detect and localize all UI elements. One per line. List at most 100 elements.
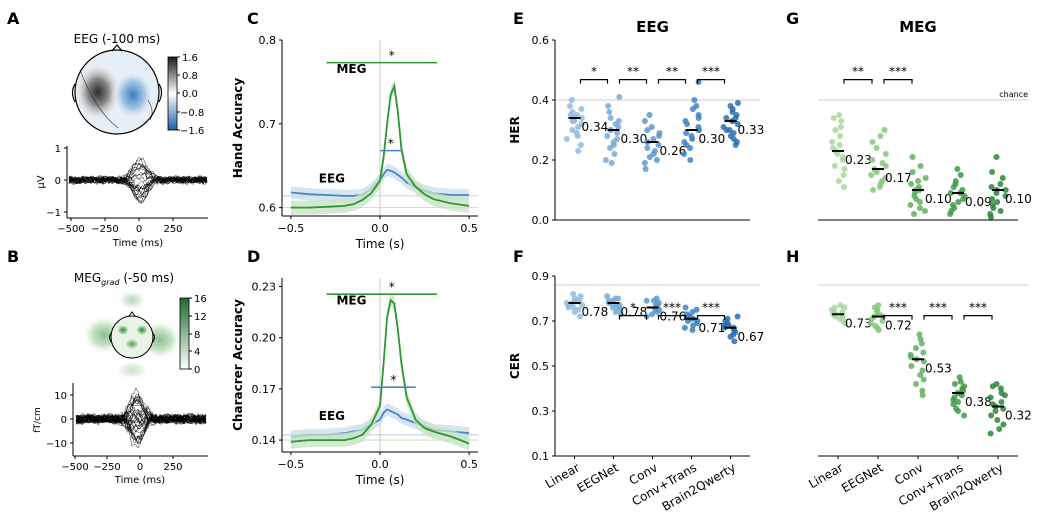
y-tick-label: 0.3 — [532, 405, 550, 418]
data-point — [615, 124, 622, 130]
data-point — [831, 163, 838, 169]
data-point — [877, 133, 884, 139]
y-tick-label: 0.1 — [532, 450, 550, 463]
data-point — [568, 97, 575, 103]
meg-trace-xtick: −500 — [61, 462, 88, 473]
data-point — [997, 181, 1004, 187]
data-point — [947, 190, 954, 196]
butterfly-trace — [75, 414, 207, 444]
butterfly-trace — [68, 175, 208, 191]
data-point — [947, 211, 954, 217]
data-point — [646, 154, 653, 160]
data-point — [869, 139, 876, 145]
panel-letter-a: A — [7, 9, 20, 28]
meg-trace-ylabel: fT/cm — [33, 407, 43, 432]
panel-a: EEG (-100 ms) 1.6 0.8 0.0 −0.8 −1.6 — [36, 32, 208, 249]
data-point — [650, 297, 657, 304]
eeg-trace-xtick: −250 — [91, 224, 118, 235]
data-point — [578, 115, 585, 121]
data-point — [690, 322, 697, 329]
ci-band-meg — [290, 293, 470, 451]
data-point — [955, 408, 962, 414]
data-point — [648, 124, 655, 130]
butterfly-trace — [75, 414, 207, 427]
significance-star: * — [389, 49, 395, 63]
eeg-colorbar-tick: 1.6 — [182, 53, 198, 64]
data-point — [569, 127, 576, 133]
eeg-colorbar-tick: −0.8 — [180, 108, 204, 119]
y-tick-label: 0.5 — [532, 360, 550, 373]
data-point — [567, 103, 573, 109]
data-point — [917, 163, 924, 169]
data-point — [654, 309, 661, 315]
data-point — [836, 112, 843, 118]
data-point — [571, 309, 578, 315]
data-point — [955, 199, 962, 205]
significance-star: ** — [666, 65, 678, 79]
x-tick-label: 0.0 — [371, 458, 389, 471]
data-point — [565, 304, 572, 311]
chance-label: chance — [999, 90, 1028, 99]
data-point — [839, 157, 846, 163]
data-point — [644, 145, 651, 151]
data-point — [646, 112, 653, 118]
panel-letter-b: B — [7, 247, 19, 266]
x-tick-label: Linear — [806, 460, 845, 491]
data-point — [870, 187, 877, 193]
data-point — [957, 378, 964, 385]
data-point — [998, 399, 1005, 405]
series-label-eeg: EEG — [319, 172, 345, 186]
meg-trace-ytick: −10 — [46, 439, 67, 450]
data-point — [575, 124, 581, 130]
data-point — [570, 291, 577, 297]
eeg-trace-xlabel: Time (ms) — [112, 238, 164, 249]
meg-trace-xtick: −250 — [93, 462, 120, 473]
y-axis-label: Characrer Accuracy — [231, 299, 245, 431]
data-point — [873, 145, 880, 151]
data-point — [574, 133, 581, 139]
data-point — [570, 304, 577, 311]
significance-star: * — [388, 137, 394, 151]
data-point — [875, 327, 882, 333]
data-point — [689, 309, 696, 315]
data-point — [950, 396, 957, 403]
data-point — [922, 208, 928, 214]
data-point — [957, 172, 964, 178]
data-point — [734, 313, 741, 320]
data-point — [681, 324, 688, 331]
x-tick-label: −0.5 — [278, 458, 305, 471]
data-point — [575, 148, 582, 154]
topo-a-title: EEG (-100 ms) — [74, 32, 161, 46]
eeg-butterfly-plot: 1 0 −1 μV −500 −250 0 250 Time (ms) — [36, 144, 208, 249]
panel-letter-c: C — [247, 9, 259, 28]
significance-star: ** — [627, 65, 639, 79]
data-point — [873, 169, 880, 175]
median-label: 0.53 — [925, 361, 952, 375]
data-point — [919, 367, 926, 374]
significance-bracket — [657, 315, 687, 320]
data-point — [951, 381, 958, 387]
y-tick-label: 0.9 — [532, 270, 550, 283]
data-point — [830, 115, 837, 121]
data-point — [922, 175, 929, 181]
data-point — [611, 151, 618, 157]
significance-bracket — [657, 79, 687, 84]
y-tick-label: 0.23 — [252, 281, 277, 294]
data-point — [840, 184, 847, 190]
y-tick-label: 0.7 — [259, 118, 277, 131]
significance-star: * — [389, 280, 395, 294]
significance-bracket — [579, 79, 609, 84]
data-point — [842, 320, 849, 327]
significance-star: *** — [929, 301, 947, 315]
data-point — [988, 214, 994, 220]
data-point — [1000, 421, 1007, 428]
median-label: 0.72 — [885, 319, 912, 333]
median-label: 0.78 — [582, 305, 609, 319]
data-point — [834, 151, 841, 157]
significance-bracket — [883, 79, 913, 84]
data-point — [996, 426, 1003, 432]
significance-bracket — [963, 315, 993, 320]
data-point — [988, 184, 995, 190]
